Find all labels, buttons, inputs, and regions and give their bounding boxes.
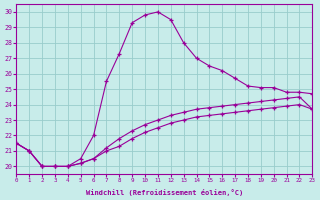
X-axis label: Windchill (Refroidissement éolien,°C): Windchill (Refroidissement éolien,°C) xyxy=(86,189,243,196)
